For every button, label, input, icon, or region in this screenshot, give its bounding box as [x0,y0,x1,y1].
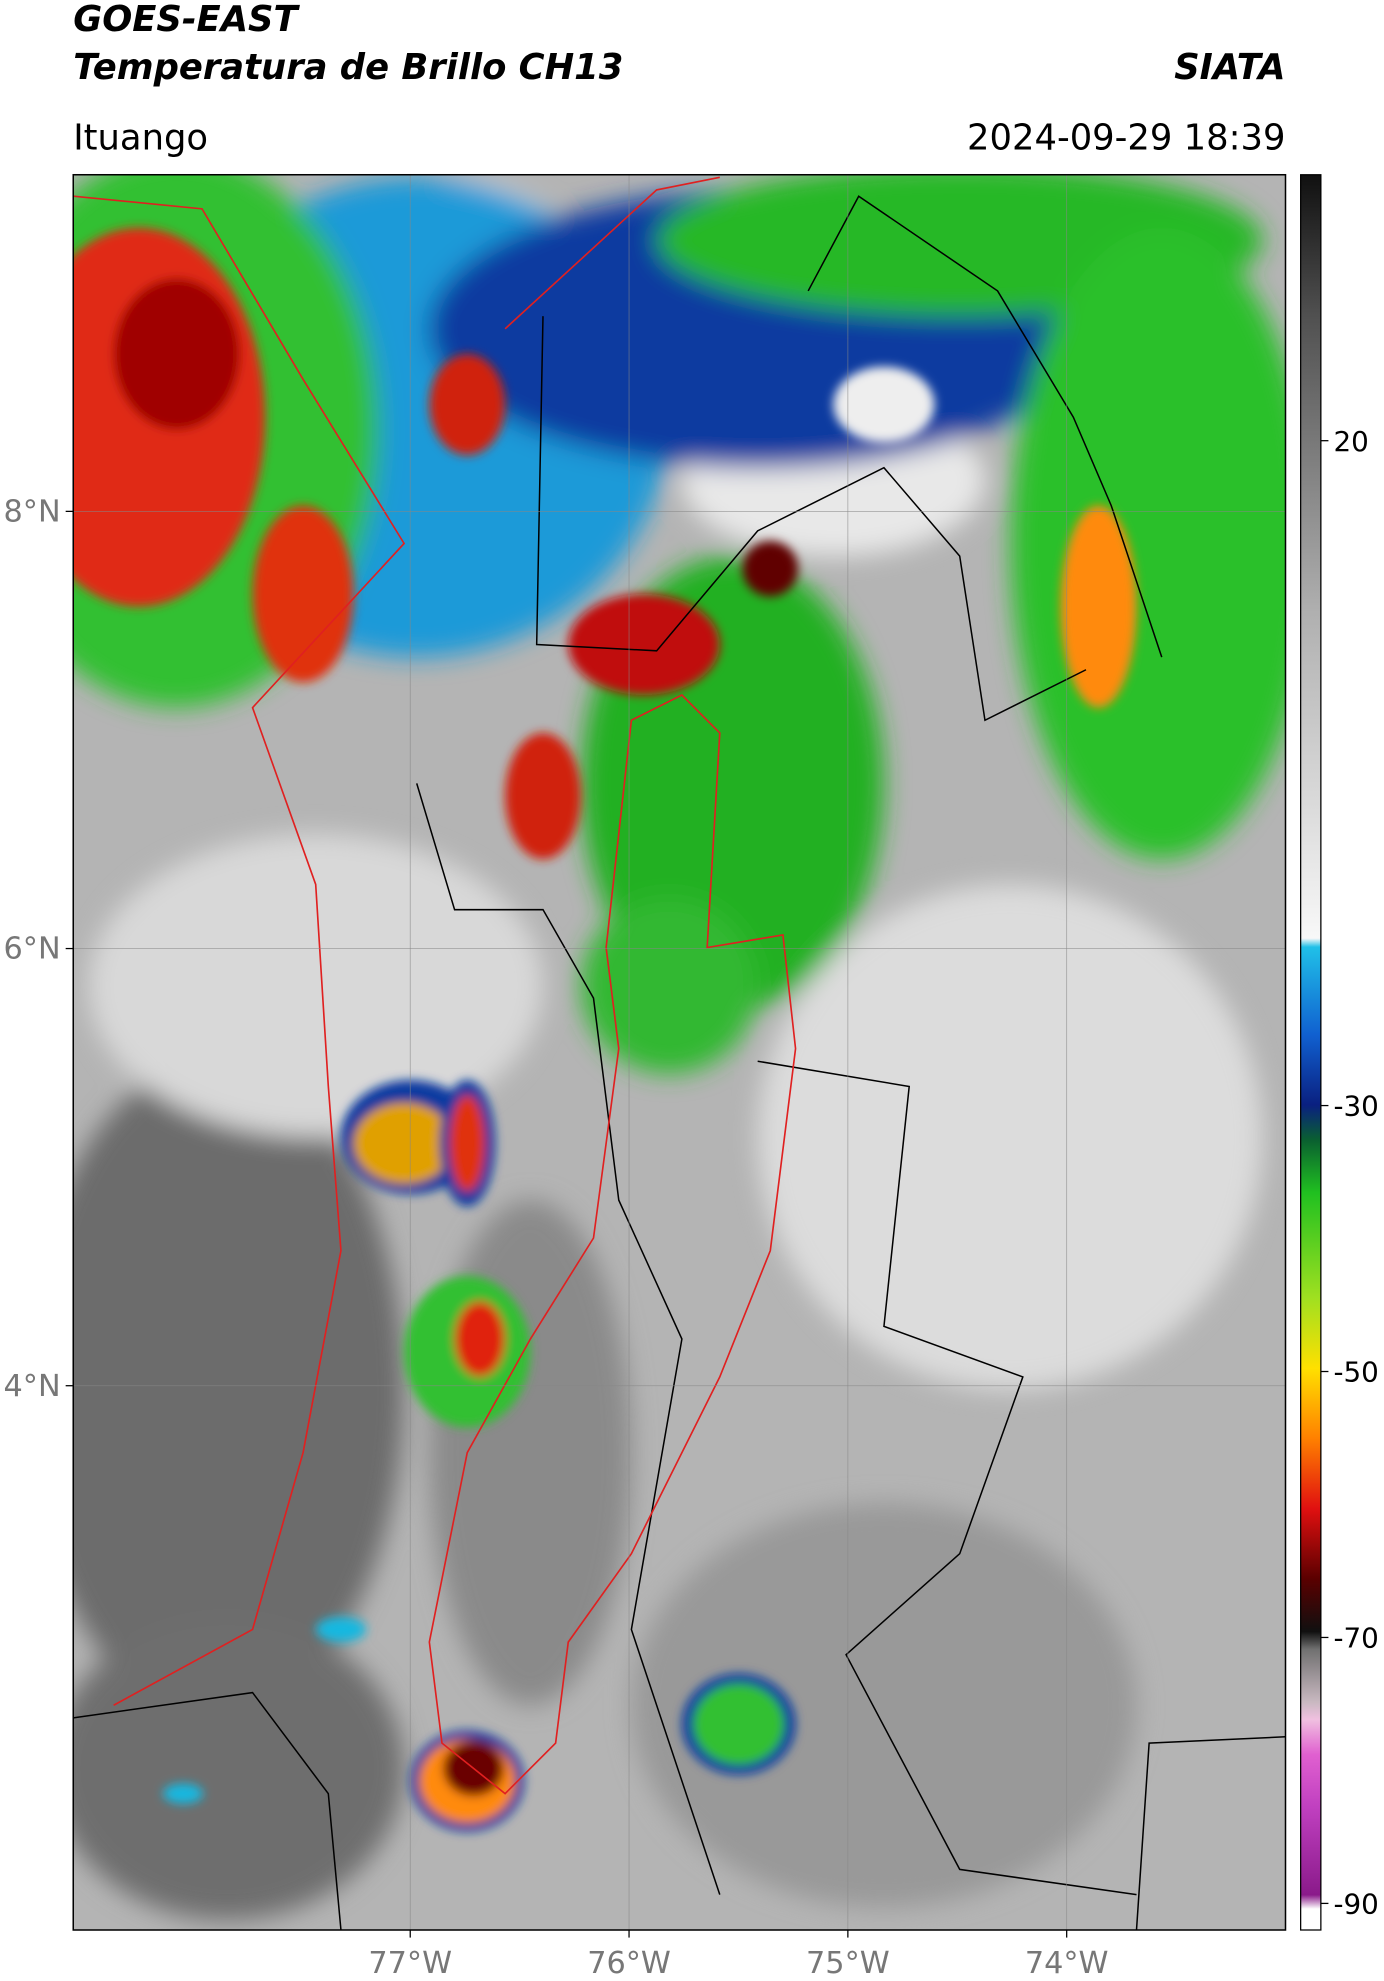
colorbar-tick-label: 20 [1333,425,1368,458]
title: GOES-EAST [73,0,300,40]
lat-tick-label: 4°N [4,1369,61,1404]
colorbar-tick-label: -70 [1333,1622,1378,1655]
datetime: 2024-09-29 18:39 [967,117,1286,158]
org: SIATA [1174,47,1285,88]
graticule [65,174,1286,1938]
subtitle: Temperatura de Brillo CH13 [73,47,623,88]
lon-tick-label: 77°W [368,1946,452,1981]
lat-tick-label: 6°N [4,932,61,967]
lon-tick-label: 75°W [806,1946,890,1981]
colorbar [1300,174,1322,1931]
colorbar-tick-label: -50 [1333,1356,1378,1389]
lat-tick-label: 8°N [4,494,61,529]
lon-tick-label: 74°W [1025,1946,1109,1981]
lon-tick-label: 76°W [587,1946,671,1981]
location: Ituango [73,117,208,158]
satellite-image [73,174,1286,1931]
map-frame [72,173,1287,1931]
colorbar-tick-label: -90 [1333,1888,1378,1921]
colorbar-tick-label: -30 [1333,1090,1378,1123]
